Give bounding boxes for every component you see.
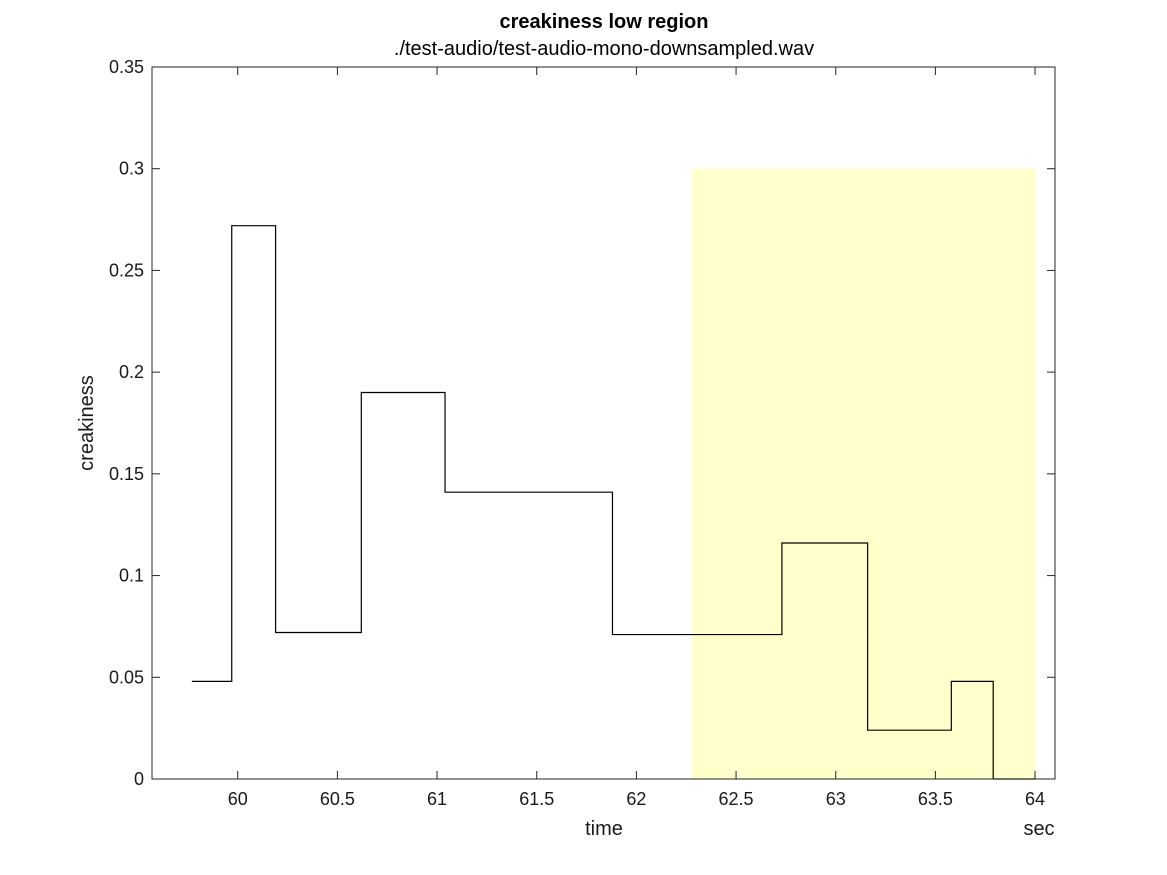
plot-area: 60 60.5 61 61.5 62 62.5 63 63.5 64 0 0.05 0.1 0.15 0.… — [109, 57, 1056, 809]
x-tick-label: 64 — [1025, 789, 1045, 809]
x-tick-label: 62 — [626, 789, 646, 809]
series-line-0 — [191, 225, 1036, 780]
y-tick-label: 0.35 — [109, 57, 144, 77]
y-axis-label: creakiness — [76, 375, 98, 471]
x-tick-label: 63.5 — [918, 789, 953, 809]
x-tick-label: 62.5 — [719, 789, 754, 809]
y-tick-label: 0.05 — [109, 667, 144, 687]
x-tick-label: 61 — [427, 789, 447, 809]
axes-box — [151, 66, 1056, 780]
y-tick-label: 0.1 — [119, 566, 144, 586]
x-axis-unit: sec — [1023, 818, 1054, 840]
y-tick-label: 0 — [134, 769, 144, 789]
y-tick-label: 0.25 — [109, 260, 144, 280]
x-tick-label: 61.5 — [519, 789, 554, 809]
x-tick-label: 60.5 — [320, 789, 355, 809]
y-tick-label: 0.3 — [119, 159, 144, 179]
chart-subtitle: ./test-audio/test-audio-mono-downsampled… — [394, 38, 814, 60]
y-tick-label: 0.15 — [109, 464, 144, 484]
chart-title: creakiness low region — [500, 11, 709, 33]
y-tick-label: 0.2 — [119, 362, 144, 382]
x-axis-label: time — [585, 818, 623, 840]
x-tick-label: 63 — [826, 789, 846, 809]
x-tick-label: 60 — [228, 789, 248, 809]
highlight-region — [692, 168, 1036, 779]
